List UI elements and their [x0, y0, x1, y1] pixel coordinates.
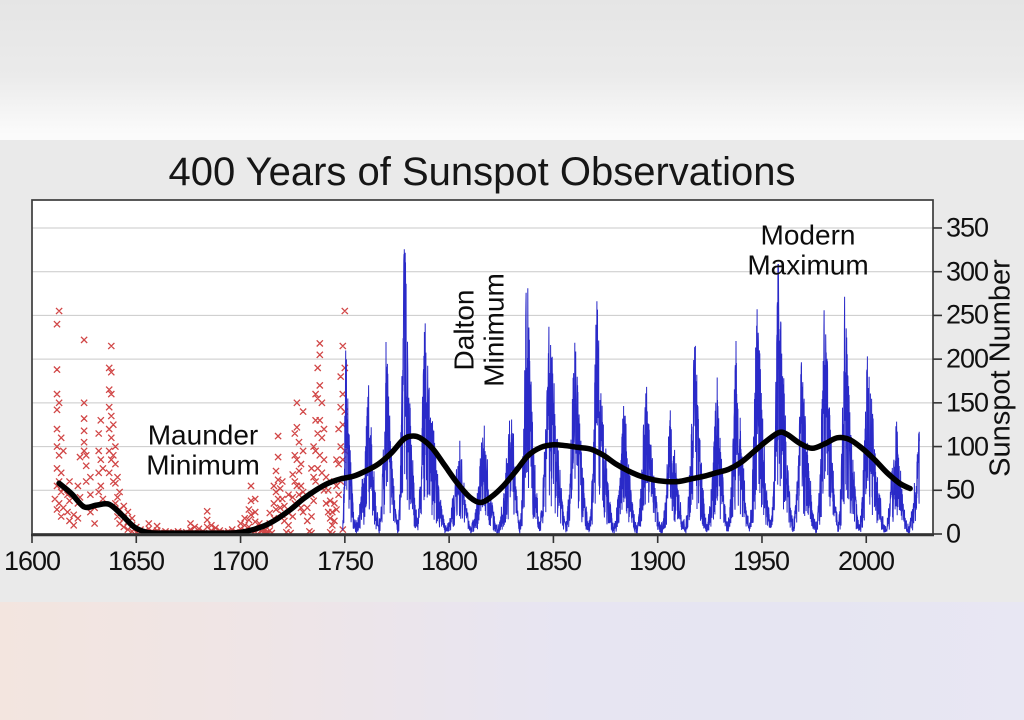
- y-axis-tick-label: 0: [946, 518, 961, 549]
- annotation-dalton-minimum: Dalton Minimum: [448, 273, 509, 387]
- x-axis-tick-label: 1800: [420, 546, 478, 576]
- x-axis-tick-label: 2000: [837, 546, 895, 576]
- y-axis-tick-label: 350: [946, 212, 989, 243]
- x-axis-tick-label: 1600: [3, 546, 61, 576]
- y-axis-title: Sunspot Number: [984, 259, 1017, 477]
- chart-title: 400 Years of Sunspot Observations: [168, 150, 796, 194]
- y-axis-tick-label: 150: [946, 387, 989, 418]
- y-axis-tick-label: 200: [946, 343, 989, 374]
- x-axis-tick-label: 1650: [107, 546, 165, 576]
- page-background-bottom: [0, 602, 1024, 720]
- x-axis-tick-label: 1900: [628, 546, 686, 576]
- annotation-modern-maximum: Modern Maximum: [747, 219, 869, 280]
- x-axis-tick-label: 1700: [211, 546, 269, 576]
- y-axis-tick-label: 50: [946, 474, 975, 505]
- y-axis-tick-label: 100: [946, 431, 989, 462]
- x-axis-tick-label: 1750: [316, 546, 374, 576]
- y-axis-tick-label: 300: [946, 256, 989, 287]
- annotation-maunder-minimum: Maunder Minimum: [146, 419, 260, 480]
- y-axis-tick-label: 250: [946, 299, 989, 330]
- x-axis-tick-label: 1850: [524, 546, 582, 576]
- x-axis-tick-label: 1950: [732, 546, 790, 576]
- page-background-top: [0, 0, 1024, 140]
